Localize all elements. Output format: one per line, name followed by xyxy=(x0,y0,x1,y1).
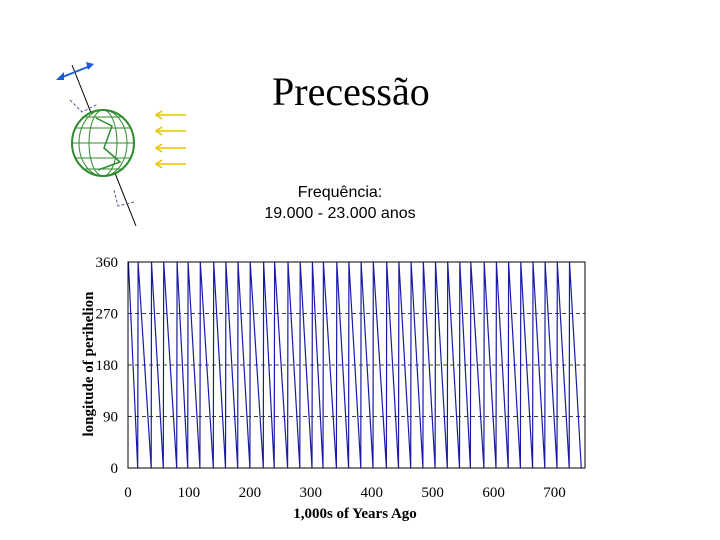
sun-ray-arrows-icon xyxy=(154,110,186,169)
precession-arrowhead-left xyxy=(56,72,64,80)
precession-arrow-icon xyxy=(56,62,94,80)
y-tick-label-180: 180 xyxy=(96,358,119,374)
plot-area-frame xyxy=(127,261,586,469)
y-tick-label-270: 270 xyxy=(96,307,119,323)
frequency-caption: Frequência: 19.000 - 23.000 anos xyxy=(230,182,450,224)
sun-ray-head xyxy=(154,110,163,120)
sun-ray-head xyxy=(154,159,163,169)
y-tick-label-90: 90 xyxy=(103,410,118,426)
y-axis-ticks: 0 90 180 270 360 xyxy=(96,255,119,477)
globe-landmass xyxy=(95,117,122,171)
series-line xyxy=(127,261,582,469)
x-tick-label-0: 0 xyxy=(124,485,132,501)
x-tick-label-600: 600 xyxy=(482,485,505,501)
earth-globe-icon xyxy=(69,64,137,227)
x-tick-label-700: 700 xyxy=(543,485,566,501)
y-tick-label-360: 360 xyxy=(96,255,119,271)
precession-chart: 0 90 180 270 360 0 100 200 300 400 500 600 700 1,00… xyxy=(81,255,586,522)
x-axis-ticks: 0 100 200 300 400 500 600 700 xyxy=(124,485,566,501)
precession-arrowhead-right xyxy=(86,62,94,70)
frequency-range: 19.000 - 23.000 anos xyxy=(264,205,416,222)
x-tick-label-300: 300 xyxy=(300,485,323,501)
frequency-label: Frequência: xyxy=(297,184,383,201)
slide-title: Precessão xyxy=(272,69,430,114)
precession-sawtooth-line xyxy=(127,261,582,469)
sun-ray-head xyxy=(154,143,163,153)
precession-arrow-shaft xyxy=(59,65,91,79)
x-tick-label-500: 500 xyxy=(421,485,444,501)
x-tick-label-400: 400 xyxy=(360,485,383,501)
x-axis-title: 1,000s of Years Ago xyxy=(293,506,417,522)
y-axis-title: longitude of perihelion xyxy=(81,291,97,437)
sun-ray-head xyxy=(154,126,163,136)
x-tick-label-100: 100 xyxy=(178,485,201,501)
precession-cone-top xyxy=(69,99,99,113)
precession-cone-bottom xyxy=(113,189,135,207)
x-tick-label-200: 200 xyxy=(239,485,262,501)
y-tick-label-0: 0 xyxy=(111,461,119,477)
